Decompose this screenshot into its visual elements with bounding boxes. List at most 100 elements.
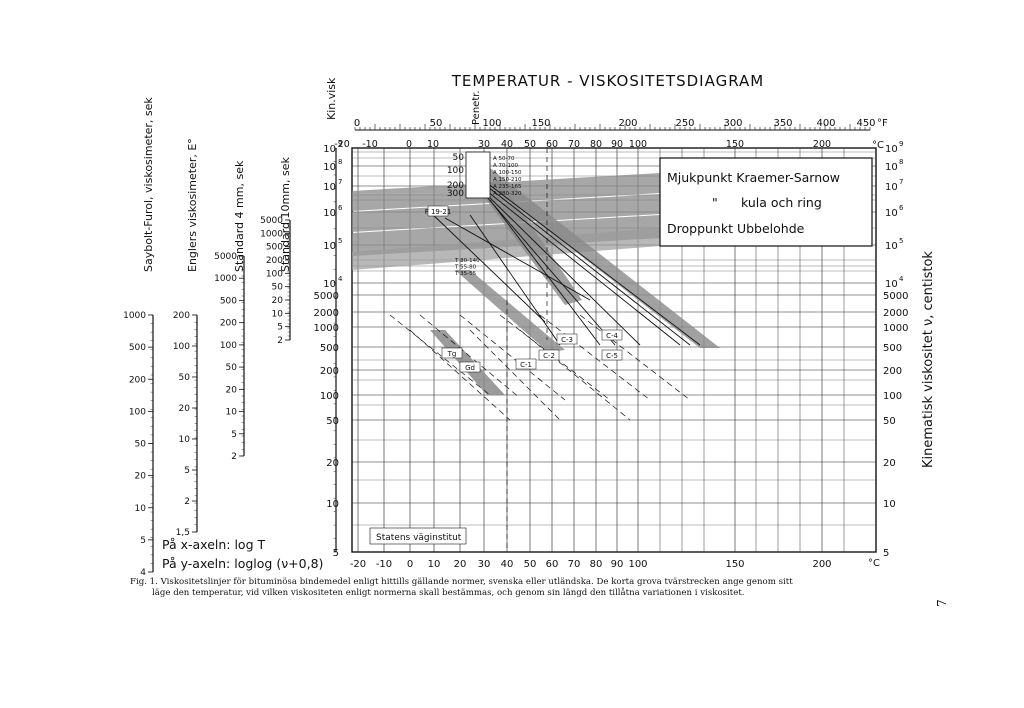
top-c-unit: °C xyxy=(872,140,884,151)
scale-tick-label: 5 xyxy=(184,466,190,476)
scale-tick-label: 10 xyxy=(179,435,191,445)
page-mark: 7 xyxy=(934,599,949,607)
y-tick-label-right: 100 xyxy=(883,391,902,402)
viscosity-line xyxy=(469,214,561,346)
viscosity-line xyxy=(444,217,591,301)
series-label: C-2 xyxy=(543,352,555,360)
chart-title: TEMPERATUR - VISKOSITETSDIAGRAM xyxy=(451,72,764,90)
viscosity-line xyxy=(427,209,546,323)
y-axis-label: Kinematisk viskositet ν, centistok xyxy=(921,251,936,468)
dashed-line xyxy=(409,329,511,421)
dashed-line xyxy=(469,329,561,421)
top-f-tick-label: 300 xyxy=(723,118,742,129)
viscosity-line xyxy=(473,175,691,346)
conversion-scales: Saybolt-Furol, viskosimeter, sek 1000 500 2… xyxy=(123,77,338,578)
dashed-line xyxy=(579,314,691,401)
dashed-line xyxy=(539,314,651,401)
scale-tick-label: 5 xyxy=(140,536,146,546)
y-tick-label-right: 500 xyxy=(883,343,902,354)
series-label: Tg xyxy=(447,350,457,358)
top-c-tick-label: 50 xyxy=(524,139,536,150)
y-exp-label-left: 10 xyxy=(323,208,336,219)
scale-tick-label: 10 xyxy=(272,309,284,319)
y-tick-label-right: 5 xyxy=(883,548,889,559)
top-c-tick-label: 150 xyxy=(726,139,744,150)
y-exp-sup-right: 9 xyxy=(899,140,903,148)
diagonal-band xyxy=(470,168,720,348)
x-tick-label: 10 xyxy=(428,559,441,570)
scale-tick-label: 100 xyxy=(266,269,283,279)
y-tick-label-left: 5000 xyxy=(314,291,339,302)
scale-label: Standard 10mm, sek xyxy=(279,157,292,272)
scale-label: Kin.visk xyxy=(325,77,338,120)
dashed-line xyxy=(499,314,611,401)
scale-tick-label: 2 xyxy=(231,452,237,462)
caption-line-2: läge den temperatur, vid vilken viskosit… xyxy=(152,587,745,598)
caption-line-1: Fig. 1. Viskositetslinjer för bituminösa… xyxy=(130,577,793,587)
legend-entry-1: Mjukpunkt Kraemer-Sarnow xyxy=(667,170,840,185)
scale-tick-label: 100 xyxy=(173,342,190,352)
x-tick-label: 30 xyxy=(478,559,491,570)
x-tick-label: -10 xyxy=(376,559,392,570)
x-tick-label: 50 xyxy=(524,559,537,570)
y-exp-label-left: 10 xyxy=(323,182,336,193)
y-tick-label-left: 100 xyxy=(320,391,339,402)
y-tick-label-left: 50 xyxy=(326,416,339,427)
top-c-tick-label: 80 xyxy=(590,139,602,150)
top-c-tick-label: 40 xyxy=(501,139,513,150)
top-f-tick-label: 350 xyxy=(773,118,792,129)
penetration-grade: A 280-320 xyxy=(493,191,522,197)
x-tick-label: 20 xyxy=(454,559,467,570)
series-label: F 19-21 xyxy=(425,208,452,216)
penetration-grade: A 50-70 xyxy=(493,156,515,162)
y-tick-label-right: 1000 xyxy=(883,323,908,334)
viscosity-bands xyxy=(352,168,720,395)
penetration-tick: 300 xyxy=(447,189,464,199)
scale-tick-label: 1000 xyxy=(260,229,283,239)
top-c-tick-label: 30 xyxy=(478,139,490,150)
top-c-tick-label: -20 xyxy=(334,139,350,150)
penetration-label: Penetr. xyxy=(471,90,482,125)
scale-tick-label: 500 xyxy=(129,343,146,353)
y-tick-label-right: 2000 xyxy=(883,308,908,319)
scale-tick-label: 200 xyxy=(129,375,146,385)
y-exp-label-right: 10 xyxy=(885,241,898,252)
y-exp-sup-right: 5 xyxy=(899,237,903,245)
top-f-tick-label: 200 xyxy=(618,118,637,129)
viscosity-line xyxy=(481,189,641,346)
x-tick-label: 60 xyxy=(546,559,559,570)
penetration-scale-box xyxy=(465,151,491,199)
x-tick-label: 40 xyxy=(501,559,514,570)
y-exp-label-right: 10 xyxy=(885,144,898,155)
scale-tick-label: 10 xyxy=(226,408,238,418)
viscosity-line xyxy=(469,169,701,346)
scale-tick-label: 200 xyxy=(173,311,190,321)
diagonal-band xyxy=(455,270,565,352)
bottom-unit: °C xyxy=(868,558,880,569)
y-exp-sup-right: 7 xyxy=(899,178,903,186)
tar-grade: T 35-55 xyxy=(454,271,477,277)
y-exp-sup-right: 8 xyxy=(899,158,903,166)
scale-tick-label: 1000 xyxy=(123,311,146,321)
y-exp-sup-left: 8 xyxy=(338,158,342,166)
scale-tick-label: 4 xyxy=(140,568,146,578)
horizontal-band xyxy=(352,228,660,270)
y-exp-sup-right: 6 xyxy=(899,204,904,212)
x-axis-note: På x-axeln: log T xyxy=(162,537,265,552)
scale-tick-label: 5000 xyxy=(214,252,237,262)
credit-box xyxy=(369,527,467,545)
scale-tick-label: 1000 xyxy=(214,274,237,284)
scale-label: Standard 4 mm, sek xyxy=(233,160,246,272)
top-c-tick-label: -10 xyxy=(362,139,378,150)
scale-tick-label: 500 xyxy=(220,296,237,306)
top-c-tick-label: 90 xyxy=(611,139,623,150)
y-exp-sup-left: 4 xyxy=(338,275,343,283)
series-label-box xyxy=(427,205,449,217)
y-tick-label-left: 200 xyxy=(320,366,339,377)
scale-tick-label: 5 xyxy=(277,323,283,333)
tar-grade: T 80-140 xyxy=(454,258,480,264)
scale-tick-label: 50 xyxy=(179,373,191,383)
y-axis-note: På y-axeln: loglog (ν+0,8) xyxy=(162,556,323,571)
top-c-tick-label: 0 xyxy=(406,139,412,150)
y-tick-label-left: 2000 xyxy=(314,308,339,319)
